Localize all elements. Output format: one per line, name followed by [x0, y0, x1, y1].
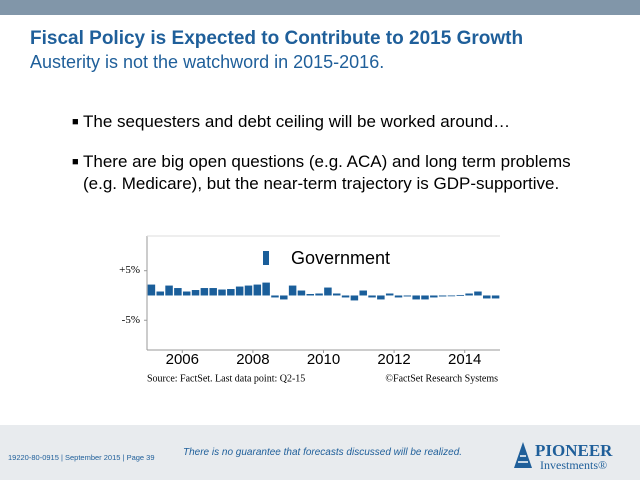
bullet: ■ There are big open questions (e.g. ACA)… — [72, 152, 571, 193]
bullet-text: (e.g. Medicare), but the near-term traje… — [83, 174, 560, 193]
footer — [0, 425, 640, 480]
bar — [227, 289, 235, 296]
bar — [147, 284, 156, 296]
bar — [156, 291, 164, 296]
footer-code: 19220-80-0915 | September 2015 | Page 39 — [8, 453, 155, 462]
logo-icon — [514, 442, 532, 468]
bar — [200, 288, 209, 296]
top-bar — [0, 0, 640, 15]
x-tick-label: 2010 — [307, 351, 340, 368]
bar — [341, 295, 350, 298]
bar — [412, 295, 420, 300]
subtitle: Austerity is not the watchword in 2015-2… — [30, 52, 385, 72]
bullet-text: The sequesters and debt ceiling will be … — [83, 112, 511, 131]
bar — [271, 295, 279, 298]
bar — [438, 295, 447, 297]
bar — [403, 295, 412, 297]
bar — [368, 295, 376, 298]
bar — [465, 293, 473, 296]
bar — [306, 293, 315, 296]
disclaimer: There is no guarantee that forecasts dis… — [183, 447, 463, 458]
bar — [430, 295, 438, 298]
x-tick-label: 2012 — [377, 351, 410, 368]
bar — [421, 295, 429, 300]
bar — [209, 288, 217, 296]
bar — [244, 285, 253, 296]
bar — [253, 284, 262, 296]
title: Fiscal Policy is Expected to Contribute … — [30, 28, 524, 49]
bar — [315, 293, 323, 296]
bar — [182, 291, 191, 296]
y-tick-label: -5% — [122, 314, 140, 326]
bullet-text: There are big open questions (e.g. ACA) … — [83, 152, 571, 171]
bar — [483, 295, 491, 299]
bar — [385, 293, 394, 296]
bar — [324, 287, 332, 296]
legend-label: Government — [291, 248, 390, 268]
bar — [262, 282, 270, 296]
bar — [191, 290, 200, 296]
bar — [456, 294, 465, 296]
logo-subtext: Investments® — [540, 458, 608, 472]
bar — [447, 295, 456, 297]
bar — [165, 285, 173, 296]
bar — [359, 290, 367, 296]
bar — [350, 295, 359, 301]
bar — [297, 290, 306, 296]
copyright: ©FactSet Research Systems — [385, 373, 498, 384]
bar — [332, 293, 341, 296]
x-tick-label: 2006 — [166, 351, 199, 368]
bar — [377, 295, 385, 300]
legend-swatch — [263, 251, 269, 265]
bar — [280, 295, 288, 300]
bar — [394, 295, 403, 298]
source: Source: FactSet. Last data point: Q2-15 — [147, 373, 305, 384]
bar — [235, 286, 244, 296]
x-tick-label: 2014 — [448, 351, 481, 368]
bar — [218, 289, 226, 296]
logo-text: PIONEER — [535, 441, 613, 460]
bar — [288, 285, 297, 296]
chart: Source: FactSet. Last data point: Q2-15 … — [119, 235, 500, 384]
bar — [474, 291, 482, 296]
y-tick-label: +5% — [119, 264, 140, 276]
bullet: ■ The sequesters and debt ceiling will be… — [72, 112, 511, 131]
bar — [174, 288, 182, 296]
bar — [491, 295, 500, 299]
x-tick-label: 2008 — [236, 351, 269, 368]
